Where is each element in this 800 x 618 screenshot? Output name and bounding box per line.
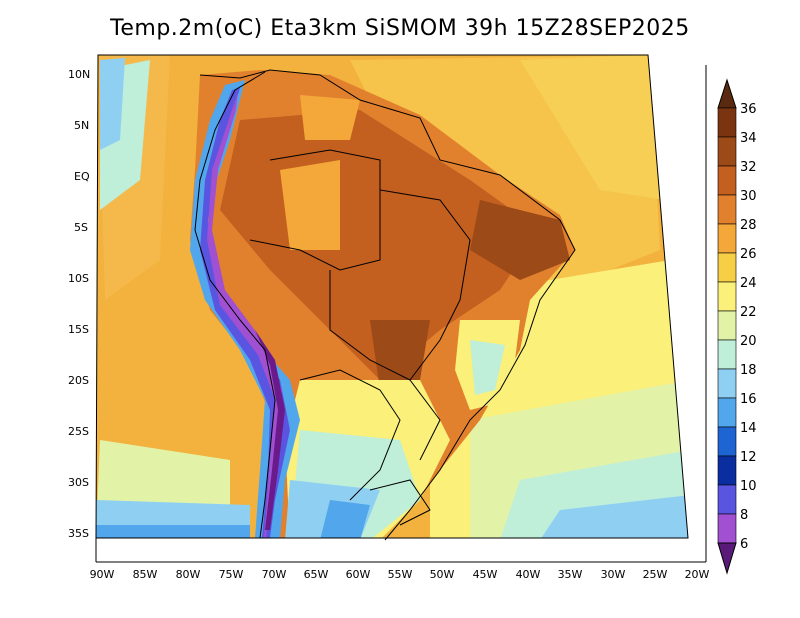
colorbar-label: 32 bbox=[740, 160, 757, 175]
colorbar-swatch bbox=[717, 455, 737, 486]
colorbar-label: 36 bbox=[740, 102, 757, 117]
lon-label: 25W bbox=[643, 568, 668, 581]
lon-label: 20W bbox=[685, 568, 710, 581]
lon-label: 85W bbox=[133, 568, 158, 581]
lon-label: 65W bbox=[304, 568, 329, 581]
colorbar-top-arrow bbox=[717, 78, 737, 109]
colorbar-label: 28 bbox=[740, 218, 757, 233]
lat-label: 25S bbox=[68, 425, 89, 438]
colorbar-swatch bbox=[717, 107, 737, 138]
colorbar-swatch bbox=[717, 339, 737, 370]
colorbar-label: 18 bbox=[740, 363, 757, 378]
lon-label: 55W bbox=[388, 568, 413, 581]
lat-label: 30S bbox=[68, 476, 89, 489]
colorbar-label: 10 bbox=[740, 479, 757, 494]
lon-label: 35W bbox=[558, 568, 583, 581]
colorbar-label: 14 bbox=[740, 421, 757, 436]
longitude-axis: 90W 85W 80W 75W 70W 65W 60W 55W 50W 45W … bbox=[90, 568, 710, 581]
colorbar-swatch bbox=[717, 484, 737, 515]
lat-label: 10N bbox=[68, 68, 90, 81]
colorbar-label: 12 bbox=[740, 450, 757, 465]
colorbar-swatch bbox=[717, 252, 737, 283]
country-borders bbox=[194, 69, 576, 541]
lon-label: 45W bbox=[473, 568, 498, 581]
colorbar-swatch bbox=[717, 165, 737, 196]
lon-label: 90W bbox=[90, 568, 115, 581]
colorbar-swatch bbox=[717, 136, 737, 167]
colorbar-swatch bbox=[717, 223, 737, 254]
colorbar-label: 30 bbox=[740, 189, 757, 204]
colorbar-swatch bbox=[717, 426, 737, 457]
map-frame bbox=[95, 54, 689, 539]
colorbar-label: 6 bbox=[740, 537, 748, 552]
latitude-axis: 10N 5N EQ 5S 10S 15S 20S 25S 30S 35S bbox=[68, 68, 90, 540]
colorbar-swatch bbox=[717, 310, 737, 341]
colorbar-label: 34 bbox=[740, 131, 757, 146]
lon-label: 70W bbox=[262, 568, 287, 581]
colorbar-swatch bbox=[717, 194, 737, 225]
lat-label: 5S bbox=[74, 221, 88, 234]
lon-label: 75W bbox=[219, 568, 244, 581]
temperature-field bbox=[96, 55, 688, 538]
lat-label: 10S bbox=[68, 272, 89, 285]
colorbar-label: 16 bbox=[740, 392, 757, 407]
colorbar-label: 20 bbox=[740, 334, 757, 349]
colorbar-label: 24 bbox=[740, 276, 757, 291]
lon-label: 50W bbox=[430, 568, 455, 581]
colorbar-swatch bbox=[717, 368, 737, 399]
colorbar-label: 22 bbox=[740, 305, 757, 320]
colorbar-swatch bbox=[717, 281, 737, 312]
lat-label: 35S bbox=[68, 527, 89, 540]
colorbar: 36 34 32 30 28 26 24 22 20 18 16 14 12 10 8 6 bbox=[717, 78, 757, 575]
map-title: Temp.2m(oC) Eta3km SiSMOM 39h 15Z28SEP20… bbox=[110, 16, 690, 41]
lon-label: 80W bbox=[176, 568, 201, 581]
lat-label: 20S bbox=[68, 374, 89, 387]
lon-label: 30W bbox=[601, 568, 626, 581]
colorbar-swatch bbox=[717, 513, 737, 544]
lon-label: 40W bbox=[516, 568, 541, 581]
lat-label: EQ bbox=[74, 170, 90, 183]
colorbar-bottom-arrow bbox=[717, 542, 737, 575]
lat-label: 5N bbox=[74, 119, 89, 132]
colorbar-label: 26 bbox=[740, 247, 757, 262]
lon-label: 60W bbox=[346, 568, 371, 581]
colorbar-label: 8 bbox=[740, 508, 748, 523]
lat-label: 15S bbox=[68, 323, 89, 336]
colorbar-swatch bbox=[717, 397, 737, 428]
